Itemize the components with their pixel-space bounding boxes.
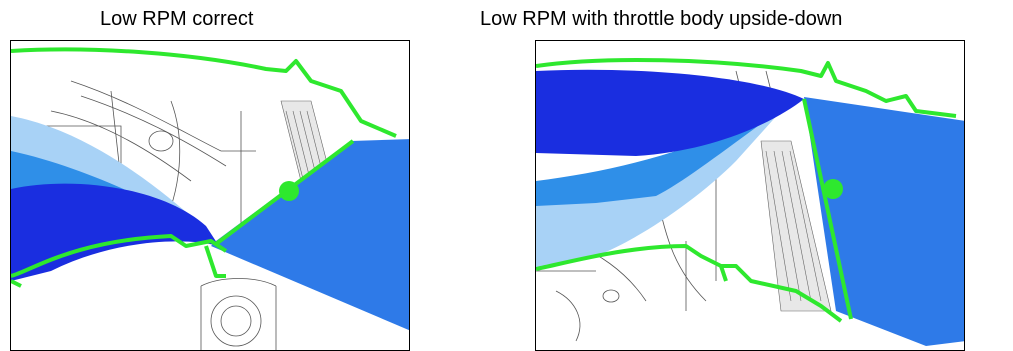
left-upstream-dark-flow [11, 183, 219, 281]
left-flow-diagram [10, 40, 410, 351]
right-flow-svg [536, 57, 964, 346]
right-throttle-plate [802, 98, 853, 320]
left-upstream-light-flow [11, 116, 191, 216]
right-upstream-dark-flow [536, 69, 804, 156]
right-flow-diagram [535, 40, 965, 351]
left-panel-caption: Low RPM correct [100, 8, 254, 30]
right-upstream-mid-flow [536, 106, 786, 206]
right-panel-caption: Low RPM with throttle body upside-down [480, 8, 843, 30]
left-flow-svg [11, 47, 409, 350]
throttle-plate-pivot-icon [279, 181, 299, 201]
left-downstream-flow [211, 139, 409, 331]
throttle-plate-pivot-icon [823, 179, 843, 199]
left-housing [11, 47, 397, 288]
right-housing [536, 57, 957, 323]
